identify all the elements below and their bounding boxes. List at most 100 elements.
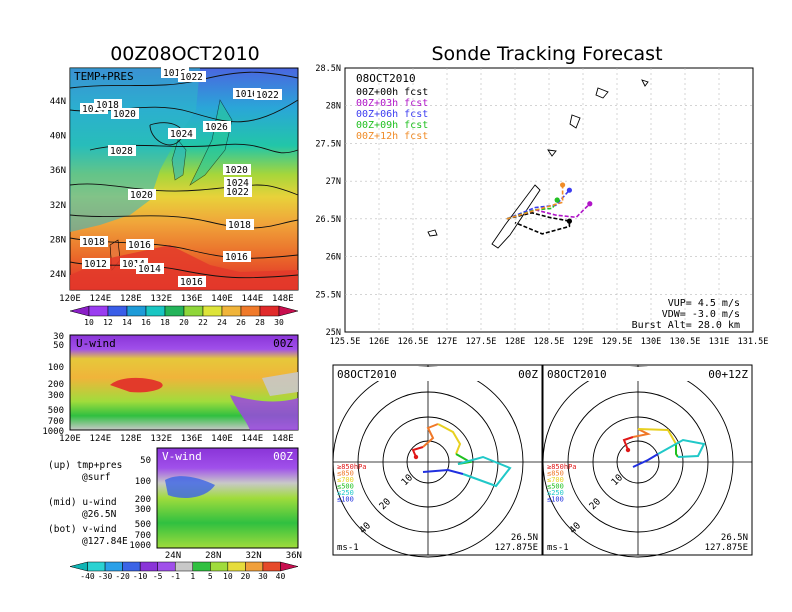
map-x-tick: 144E xyxy=(242,294,264,304)
track-x-tick: 131.5E xyxy=(738,337,769,347)
track-y-tick: 25N xyxy=(326,328,341,338)
u-wind-y-tick: 30 xyxy=(53,332,64,342)
colorbar-tick: 12 xyxy=(103,318,113,327)
track-x-tick: 130.5E xyxy=(670,337,701,347)
isobar-label: 1028 xyxy=(110,146,133,157)
isobar-label: 1016 xyxy=(128,240,151,251)
hodo-level-label: ≤250 xyxy=(547,489,564,497)
track-x-tick: 130E xyxy=(641,337,661,347)
colorbar-tick: 14 xyxy=(122,318,132,327)
hodo-loc-lon: 127.875E xyxy=(495,543,538,553)
track-x-tick: 127.5E xyxy=(466,337,497,347)
wind-colorbar-tick: 1 xyxy=(190,572,195,581)
hodo-level-label: ≤100 xyxy=(337,496,354,504)
isobar-label-bg xyxy=(223,251,251,262)
hodo-header-bg xyxy=(545,367,750,381)
u-wind-y-tick: 50 xyxy=(53,341,64,351)
wind-colorbar-swatch xyxy=(104,561,123,572)
colorbar-swatch xyxy=(145,305,166,317)
hodo-time: 00+12Z xyxy=(708,368,748,381)
wind-colorbar-swatch xyxy=(122,561,141,572)
map-x-tick: 140E xyxy=(211,294,233,304)
v-wind-y-tick: 50 xyxy=(140,456,151,466)
track-grid xyxy=(345,68,753,332)
isobar-labels: 1016102210141018102010161022102410261028… xyxy=(80,67,282,288)
temp-pres-map: TEMP+PRES 101610221014101810201016102210… xyxy=(50,67,299,304)
u-wind-y-tick: 200 xyxy=(48,380,64,390)
isobar-label-bg xyxy=(233,88,261,99)
u-wind-x-tick: 136E xyxy=(181,434,203,444)
isobar-label-bg xyxy=(223,164,251,175)
colorbar-tick: 10 xyxy=(84,318,94,327)
isobar-label-bg xyxy=(136,263,164,274)
wind-colorbar-tick: -20 xyxy=(115,572,130,581)
isobar-label: 1024 xyxy=(226,178,249,189)
track-lines xyxy=(506,182,593,235)
u-wind-y-tick: 700 xyxy=(48,417,64,427)
isobar-label-bg xyxy=(128,189,156,200)
colorbar-tick: 28 xyxy=(255,318,265,327)
hodo-level-label: ≥850hPa xyxy=(547,463,577,471)
colorbar-swatch xyxy=(259,305,280,317)
left-legend-sub: @26.5N xyxy=(82,509,117,520)
isobar-label: 1020 xyxy=(113,109,136,120)
isobar-label: 1018 xyxy=(82,237,105,248)
isobar-label-bg xyxy=(178,71,206,82)
wind-colorbar-swatch xyxy=(87,561,106,572)
track-x-tick: 126E xyxy=(369,337,389,347)
hodo-level-label: ≥850hPa xyxy=(337,463,367,471)
isobar-label: 1014 xyxy=(138,264,161,275)
track-param: VDW= -3.0 m/s xyxy=(662,309,740,320)
track-y-tick: 27.5N xyxy=(315,139,341,149)
left-legend-line: (up) tmp+pres xyxy=(48,460,122,471)
map-y-tick: 44N xyxy=(50,97,66,107)
hodo-level-label: ≤500 xyxy=(337,483,354,491)
wind-colorbar-tick: -10 xyxy=(133,572,148,581)
wind-colorbar-tick: 20 xyxy=(241,572,251,581)
hodo-level-label: ≤100 xyxy=(547,496,564,504)
red-warm-zone xyxy=(70,245,298,290)
u-wind-x-tick: 128E xyxy=(120,434,142,444)
v-wind-x-tick: 24N xyxy=(165,551,181,561)
isobar-label-bg xyxy=(168,128,196,139)
hodo-trace xyxy=(422,468,464,475)
isobar-label: 1022 xyxy=(180,72,203,83)
u-wind-label: U-wind xyxy=(76,337,116,350)
isobar-label-bg xyxy=(178,276,206,287)
hodo-frame xyxy=(332,364,543,556)
isobar-label: 1012 xyxy=(84,259,107,270)
wind-colorbar-swatch xyxy=(139,561,158,572)
hodo-loc-lat: 26.5N xyxy=(511,533,538,543)
track-y-tick: 27N xyxy=(326,177,341,187)
wind-colorbar-tick: -1 xyxy=(170,572,180,581)
isobar-label: 1020 xyxy=(225,165,248,176)
colorbar-tick: 24 xyxy=(217,318,227,327)
isobar-label-bg xyxy=(161,67,189,78)
track-x-tick: 128E xyxy=(505,337,525,347)
map-x-ticks: 120E 124E 128E 132E 136E 140E 144E 148E xyxy=(59,294,293,304)
isobar-label-bg xyxy=(254,89,282,100)
u-wind-jet-core xyxy=(110,377,163,393)
hodo-level-label: ≤700 xyxy=(337,476,354,484)
isobar-label: 1016 xyxy=(225,252,248,263)
track-y-tick: 26.5N xyxy=(315,215,341,225)
wind-colorbar-swatch xyxy=(174,561,194,572)
track-line xyxy=(506,211,571,235)
v-wind-blue-core xyxy=(165,476,215,498)
map-y-tick: 36N xyxy=(50,166,66,176)
colorbar-swatch xyxy=(240,305,261,317)
hodo-trace xyxy=(632,428,652,438)
isobar-label: 1018 xyxy=(96,100,119,111)
map-y-ticks: 44N 40N 36N 32N 28N 24N xyxy=(50,97,66,280)
track-endpoint xyxy=(587,201,593,207)
track-x-tick: 126.5E xyxy=(398,337,429,347)
hodograph-right: 08OCT2010 00+12Z102040≥850hPa≤850≤700≤500… xyxy=(542,364,753,558)
isobar-label-bg xyxy=(203,121,231,132)
u-wind-x-tick: 120E xyxy=(59,434,81,444)
colorbar-swatch xyxy=(107,305,128,317)
hodo-trace xyxy=(632,453,659,468)
isobar-label: 1022 xyxy=(226,187,249,198)
isobar-label: 1020 xyxy=(130,190,153,201)
wind-colorbar-tick: -5 xyxy=(153,572,163,581)
